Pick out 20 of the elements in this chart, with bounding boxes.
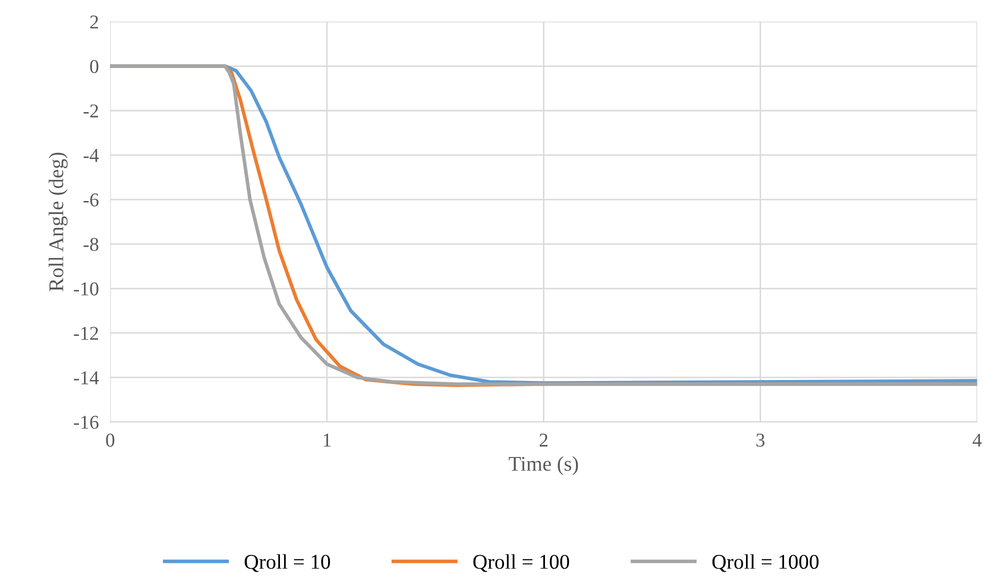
y-axis-title: Roll Angle (deg) <box>48 152 68 292</box>
y-tick-label: -2 <box>84 104 98 118</box>
y-tick-label: -16 <box>74 416 99 429</box>
x-tick-label: 2 <box>540 434 548 447</box>
y-tick-label: 0 <box>90 60 98 74</box>
y-tick-label: -14 <box>74 371 99 384</box>
x-tick-label: 3 <box>756 434 764 447</box>
x-tick-label: 0 <box>106 434 114 447</box>
legend-label: Qroll = 100 <box>473 554 570 572</box>
y-tick-label: 2 <box>90 16 98 28</box>
y-tick-label: -10 <box>74 282 98 296</box>
y-tick-label: -6 <box>84 193 99 207</box>
x-axis-title: Time (s) <box>508 456 578 476</box>
y-tick-label: -12 <box>74 326 98 340</box>
x-tick-label: 4 <box>972 434 982 447</box>
x-tick-label: 1 <box>324 434 331 447</box>
legend-label: Qroll = 10 <box>244 554 330 572</box>
legend-label: Qroll = 1000 <box>712 554 819 572</box>
y-tick-label: -8 <box>84 238 98 251</box>
y-tick-label: -4 <box>84 149 99 162</box>
